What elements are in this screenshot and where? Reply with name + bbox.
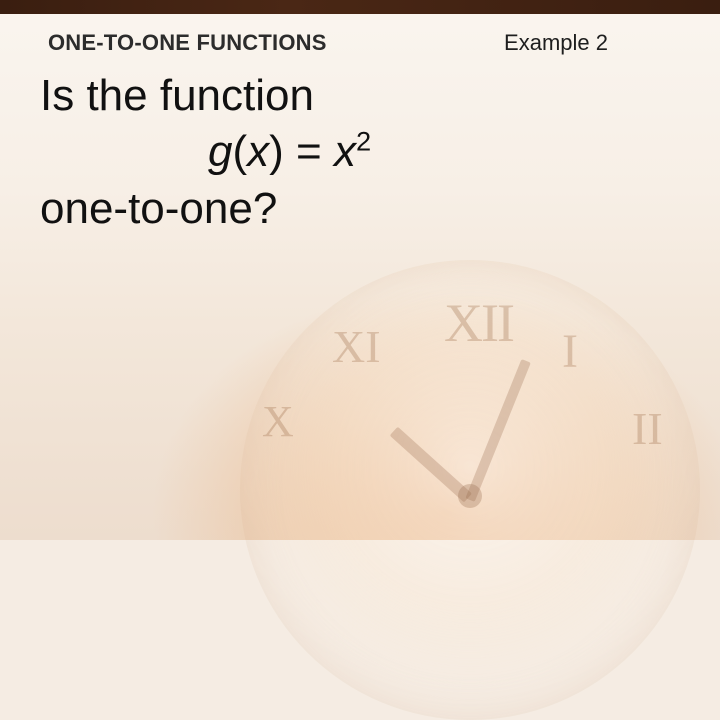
equation-rhs-base: x [334,127,356,176]
section-title: ONE-TO-ONE FUNCTIONS [48,30,327,56]
equation-var-left: x [247,127,269,176]
example-label: Example 2 [504,30,608,56]
clock-numeral-i: I [562,324,578,379]
equation-open-paren: ( [232,127,247,176]
body-line-3: one-to-one? [40,181,680,237]
clock-numeral-xii: XII [444,292,513,354]
equation-rhs-exp: 2 [356,126,371,157]
top-accent-band [0,0,720,14]
slide-body: Is the function g(x) = x2 one-to-one? [40,68,680,237]
slide-header: ONE-TO-ONE FUNCTIONS Example 2 [48,30,680,56]
body-line-1: Is the function [40,68,680,124]
equation-equals: = [296,127,322,176]
clock-numeral-xi: XI [332,320,381,373]
equation-func-name: g [208,127,232,176]
clock-numeral-x: X [262,396,294,447]
clock-numeral-ii: II [632,402,663,455]
clock-pivot [458,484,482,508]
body-equation: g(x) = x2 [40,124,680,180]
equation-close-paren: ) [269,127,284,176]
